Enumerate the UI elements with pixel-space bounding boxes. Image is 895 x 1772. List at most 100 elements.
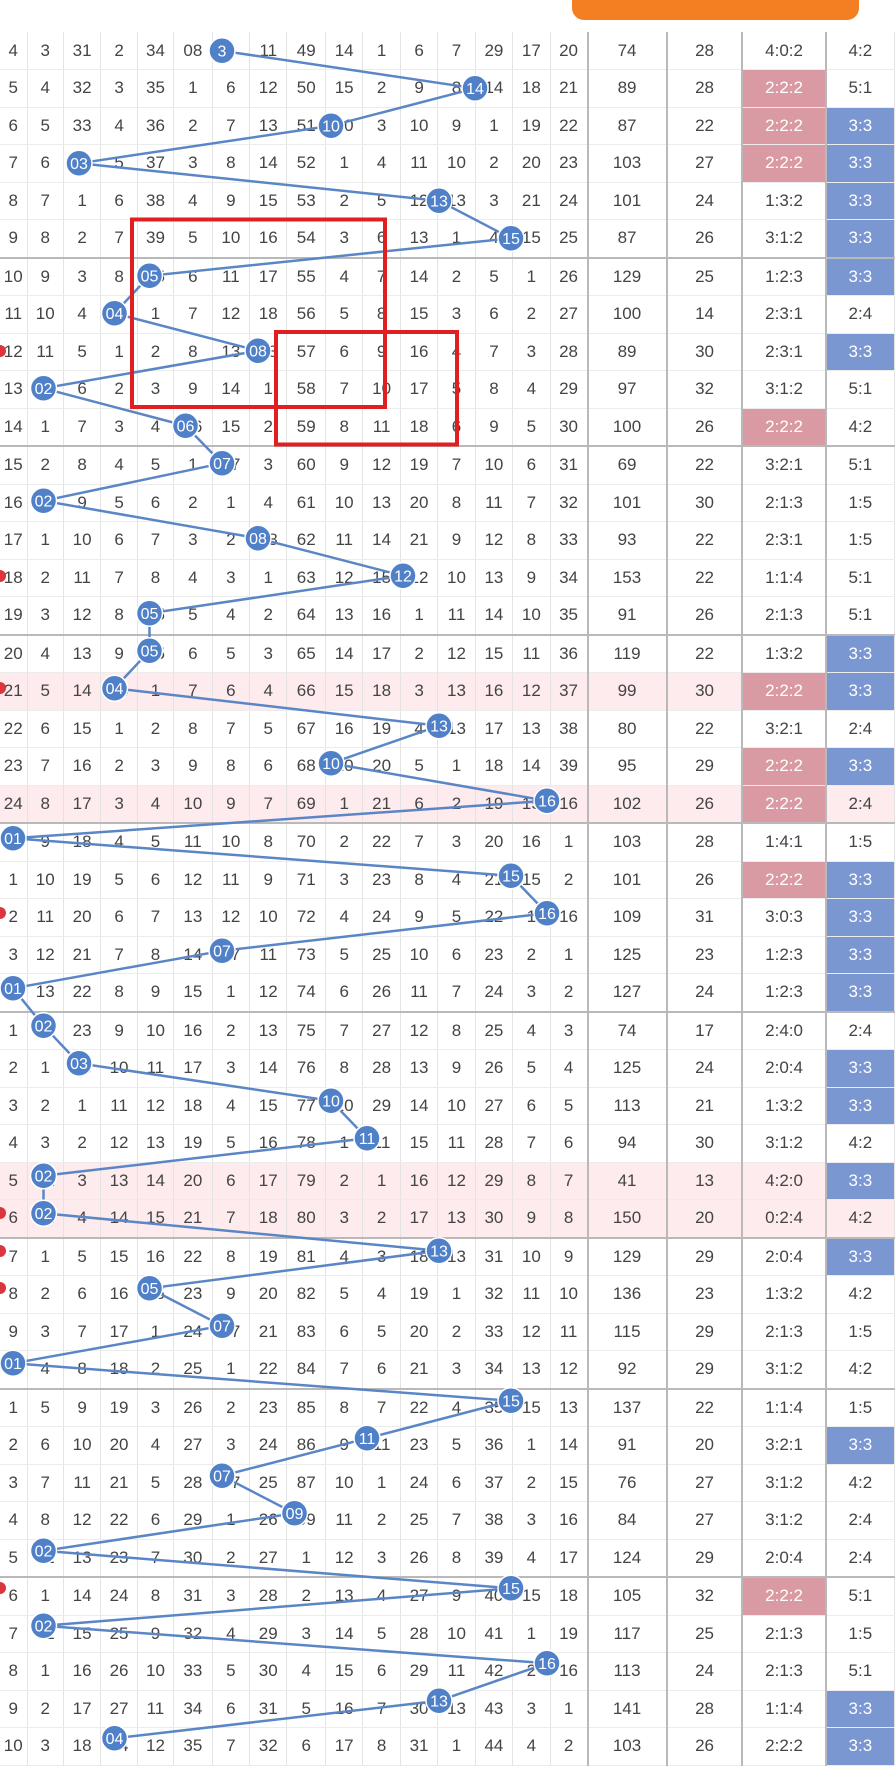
miss-count-cell: 18 [400,408,439,447]
miss-count-cell: 1 [137,672,175,711]
miss-count-cell: 2 [512,295,551,334]
miss-count-cell: 7 [63,408,102,447]
miss-count-cell: 2 [400,634,439,673]
miss-count-cell: 20 [550,32,589,70]
miss-count-cell: 32 [550,484,589,522]
miss-count-cell: 21 [249,1313,288,1351]
miss-count-cell: 2 [212,1388,251,1427]
miss-count-cell: 5 [286,1690,326,1728]
miss-count-cell: 6 [0,107,28,145]
miss-count-cell: 2 [0,1049,28,1088]
miss-count-cell: 4 [100,107,138,145]
top-action-button[interactable] [572,0,859,20]
miss-count-cell: 11 [400,973,439,1013]
miss-count-cell: 12 [400,559,439,597]
miss-count-cell: 18 [249,295,288,334]
span-cell: 22 [666,1388,744,1427]
miss-count-cell: 84 [286,1350,326,1390]
miss-count-cell: 5 [550,1087,589,1125]
miss-count-cell: 6 [437,408,476,447]
miss-count-cell: 15 [512,1388,551,1427]
table-row: 9 8 2 7 39 5 10 16 54 3 6 13 1 4 15 25 87 26 3:1:2 3:3 [0,219,895,259]
span-cell: 30 [666,484,744,522]
miss-count-cell: 11 [173,823,213,862]
miss-count-cell: 5 [27,1388,64,1427]
miss-count-cell: 6 [137,861,175,899]
miss-count-cell: 9 [325,1426,364,1465]
miss-count-cell: 19 [475,785,514,824]
odd-even-ratio-cell: 3:3 [825,1727,895,1766]
miss-count-cell: 13 [475,559,514,597]
miss-count-cell: 16 [550,1501,589,1540]
miss-count-cell: 1 [212,1501,251,1540]
table-row: 20 4 13 9 05 6 5 3 65 14 17 2 12 15 11 36 119 22 1:3:2 3:3 [0,634,895,673]
miss-count-cell: 14 [137,1162,175,1200]
miss-count-cell: 4 [212,596,251,636]
miss-count-cell: 18 [475,747,514,786]
miss-count-cell: 9 [100,1011,138,1050]
miss-count-cell: 13 [437,1199,476,1239]
miss-count-cell: 3 [362,1539,401,1578]
sum-cell: 103 [587,823,668,862]
miss-count-cell: 12 [325,559,364,597]
sum-cell: 117 [587,1615,668,1653]
table-row: 21 5 14 04 1 7 6 4 66 15 18 3 13 16 12 37 99 30 2:2:2 3:3 [0,672,895,711]
shape-ratio-cell: 2:0:4 [742,1049,827,1088]
odd-even-ratio-cell: 3:3 [825,1690,895,1728]
miss-count-cell: 3 [27,1124,64,1163]
miss-count-cell: 31 [475,1237,514,1276]
table-row: 5 4 32 3 35 1 6 12 50 15 2 9 8 14 18 21 89 28 2:2:2 5:1 [0,69,895,108]
miss-count-cell: 3 [212,1049,251,1088]
miss-count-cell: 21 [362,785,401,824]
miss-count-cell: 26 [249,1501,288,1540]
table-row: 6 5 33 4 36 2 7 13 51 10 3 10 9 1 19 22 87 22 2:2:2 3:3 [0,107,895,145]
miss-count-cell: 14 [249,1049,288,1088]
span-cell: 26 [666,408,744,447]
miss-count-cell: 82 [286,1275,326,1314]
miss-count-cell: 3 [27,1313,64,1351]
miss-count-cell: 6 [0,1199,28,1239]
miss-count-cell: 1 [0,1011,28,1050]
miss-count-cell: 9 [212,182,251,220]
odd-even-ratio-cell: 3:3 [825,1162,895,1200]
sum-cell: 99 [587,672,668,711]
miss-count-cell: 02 [27,370,64,409]
miss-count-cell: 83 [286,1313,326,1351]
miss-count-cell: 17 [249,257,288,296]
miss-count-cell: 1 [100,710,138,748]
miss-count-cell: 8 [100,596,138,636]
odd-even-ratio-cell: 3:3 [825,672,895,711]
miss-count-cell: 14 [325,634,364,673]
miss-count-cell: 15 [512,219,551,259]
miss-count-cell: 6 [325,333,364,371]
miss-count-cell: 9 [0,1313,28,1351]
span-cell: 14 [666,295,744,334]
miss-count-cell: 9 [400,898,439,937]
miss-count-cell: 09 [286,1501,326,1540]
miss-count-cell: 6 [400,785,439,824]
table-row: 19 3 12 8 05 5 4 2 64 13 16 1 11 14 10 35 91 26 2:1:3 5:1 [0,596,895,636]
span-cell: 24 [666,1652,744,1691]
table-row: 3 2 1 11 12 18 4 15 77 10 29 14 10 27 6 5 113 21 1:3:2 3:3 [0,1087,895,1125]
miss-count-cell: 14 [475,69,514,108]
miss-count-cell: 10 [437,144,476,183]
miss-count-cell: 17 [550,1539,589,1578]
miss-count-cell: 03 [63,144,102,183]
miss-count-cell: 5 [173,219,213,259]
miss-count-cell: 10 [362,370,401,409]
miss-count-cell: 7 [137,1539,175,1578]
shape-ratio-cell: 3:2:1 [742,710,827,748]
miss-count-cell: 20 [0,634,28,673]
odd-even-ratio-cell: 5:1 [825,596,895,636]
miss-count-cell: 07 [212,446,251,485]
miss-count-cell: 7 [249,785,288,824]
miss-count-cell: 7 [437,1501,476,1540]
miss-count-cell: 7 [362,1388,401,1427]
miss-count-cell: 24 [173,1313,213,1351]
table-row: 24 8 17 3 4 10 9 7 69 1 21 6 2 19 15 16 102 26 2:2:2 2:4 [0,785,895,824]
odd-even-ratio-cell: 1:5 [825,1313,895,1351]
miss-count-cell: 6 [137,484,175,522]
miss-count-cell: 81 [286,1237,326,1276]
miss-count-cell: 1 [27,408,64,447]
